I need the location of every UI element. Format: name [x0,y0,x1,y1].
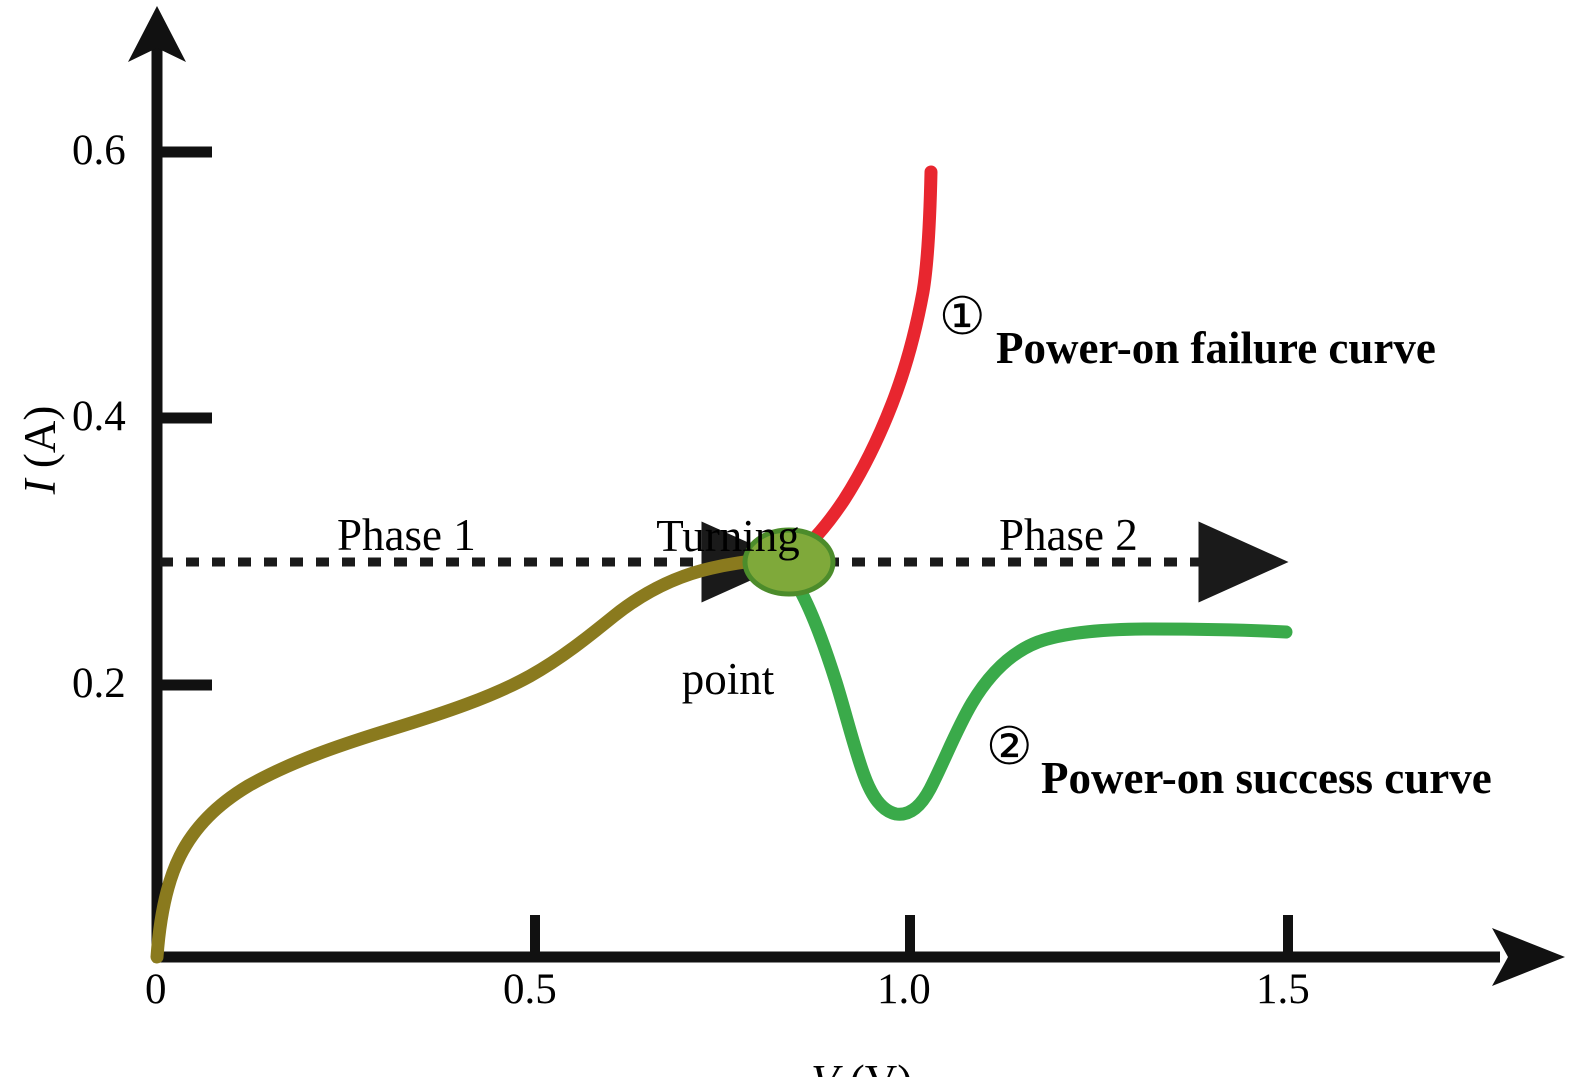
x-tick-label-0: 0 [145,966,167,1013]
curve-group [150,165,1293,964]
turning-point-label-line1: Turning [656,511,800,562]
x-axis-title-symbol: V [811,1056,839,1077]
x-axis-arrowhead [1492,928,1565,986]
success-curve [793,583,1293,821]
circled-number-2-icon: ② [986,717,1033,777]
y-axis-title-symbol: I [15,479,65,495]
failure-curve [788,165,938,563]
y-axis-title-unit: (A) [15,405,65,480]
turning-point-label: Turning point [628,418,828,800]
circled-number-1-icon: ① [939,287,986,347]
x-tick-label-0.5: 0.5 [503,966,557,1013]
phase-2-label: Phase 2 [999,510,1138,560]
x-tick-label-1.5: 1.5 [1256,966,1310,1013]
y-tick-label-0.6: 0.6 [72,127,126,174]
y-tick-label-0.2: 0.2 [72,660,126,707]
failure-curve-label: Power-on failure curve [996,323,1436,373]
success-curve-label: Power-on success curve [1041,753,1492,803]
x-axis-title: V (V) [766,1010,912,1077]
y-axis-title: I (A) [10,360,70,540]
phase-1-label: Phase 1 [337,510,476,560]
axis-group [128,6,1565,986]
common-branch-curve [150,552,782,964]
y-axis-arrowhead [128,6,186,62]
turning-point-marker[interactable] [742,527,836,597]
x-tick-label-1.0: 1.0 [877,966,931,1013]
y-tick-label-0.4: 0.4 [72,393,126,440]
x-axis-title-unit: (V) [839,1056,912,1077]
turning-point-label-line2: point [681,654,775,705]
